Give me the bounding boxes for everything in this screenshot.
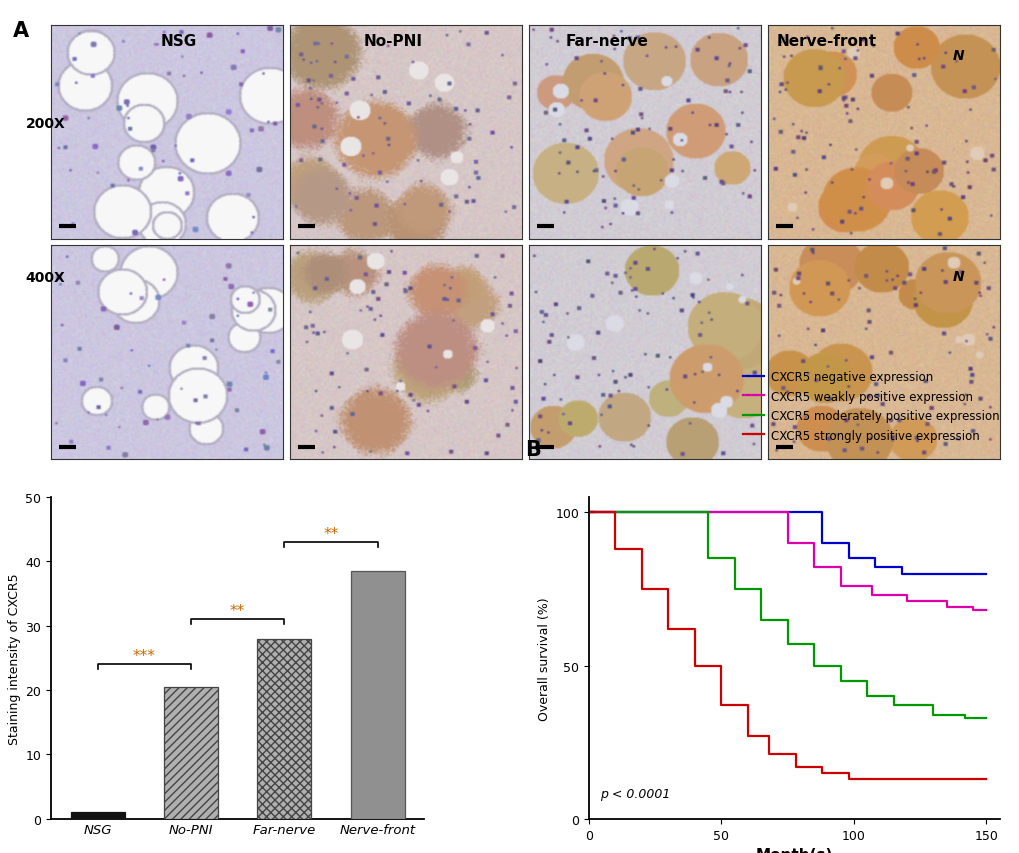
Text: Nerve-front: Nerve-front [775, 34, 875, 49]
Text: N: N [952, 270, 963, 283]
Text: No-PNI: No-PNI [363, 34, 422, 49]
Text: **: ** [323, 526, 338, 541]
Bar [70, 812, 124, 819]
Text: NSG: NSG [160, 34, 197, 49]
Text: **: ** [230, 603, 245, 618]
Text: B: B [525, 439, 541, 459]
Y-axis label: Overall survival (%): Overall survival (%) [538, 596, 550, 720]
X-axis label: Month(s): Month(s) [755, 847, 833, 853]
Bar [257, 639, 311, 819]
Text: 200X: 200X [25, 117, 65, 131]
Bar [351, 572, 405, 819]
Text: Far-nerve: Far-nerve [565, 34, 648, 49]
Text: p < 0.0001: p < 0.0001 [599, 787, 669, 800]
Text: 400X: 400X [25, 270, 65, 284]
Text: ***: *** [132, 648, 156, 664]
Text: A: A [13, 21, 30, 41]
Text: N: N [952, 49, 963, 63]
Legend: CXCR5 negative expression, CXCR5 weakly positive expression, CXCR5 moderately po: CXCR5 negative expression, CXCR5 weakly … [740, 368, 1001, 444]
Bar [164, 687, 218, 819]
Y-axis label: Staining intensity of CXCR5: Staining intensity of CXCR5 [8, 572, 21, 744]
